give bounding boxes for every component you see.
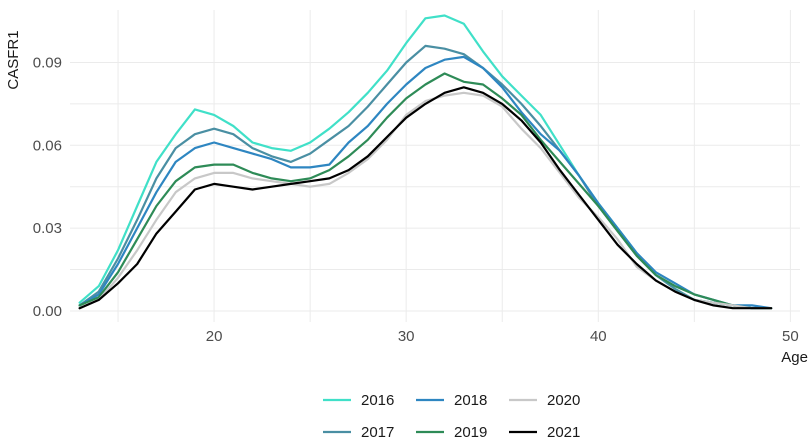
y-tick-label: 0.09 [33,54,62,71]
x-axis: 20 30 40 50 [206,328,799,345]
x-tick-label: 30 [398,328,415,345]
y-tick-label: 0.00 [33,303,62,320]
x-axis-title: Age [781,349,808,366]
series-line-2019 [78,72,773,310]
legend-label-2016: 2016 [361,392,394,409]
y-axis: 0.00 0.03 0.06 0.09 [33,54,62,319]
series-line-2016 [78,14,773,310]
x-tick-label: 20 [206,328,223,345]
x-tick-label: 50 [782,328,799,345]
legend-label-2019: 2019 [454,424,487,441]
y-tick-label: 0.06 [33,137,62,154]
series-lines [78,14,773,310]
legend: 2016 2017 2018 2019 2020 2021 [323,392,580,441]
series-line-2018 [78,55,773,310]
legend-label-2021: 2021 [547,424,580,441]
x-tick-label: 40 [590,328,607,345]
legend-label-2020: 2020 [547,392,580,409]
y-tick-label: 0.03 [33,220,62,237]
grid [70,10,800,322]
y-axis-title: CASFR1 [5,30,22,89]
legend-label-2018: 2018 [454,392,487,409]
legend-label-2017: 2017 [361,424,394,441]
series-line-2021 [78,86,773,310]
